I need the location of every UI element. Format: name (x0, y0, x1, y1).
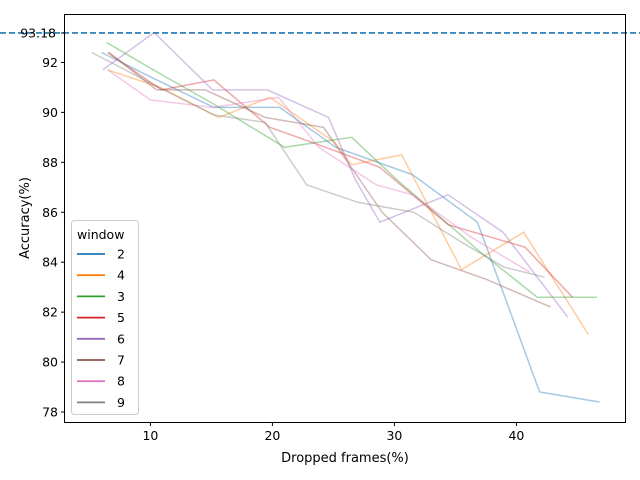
series-line-6 (102, 31, 569, 318)
y-tick-label: 88 (42, 155, 58, 170)
x-tick-label: 20 (264, 428, 280, 443)
series-line-4 (107, 69, 590, 336)
y-axis-label: Accuracy(%) (18, 177, 33, 259)
series-line-8 (107, 69, 531, 273)
y-ticks: 78 80 82 84 86 88 90 92 (42, 32, 65, 420)
x-tick-label: 30 (386, 428, 402, 443)
series-line-3 (106, 41, 597, 298)
legend-label-6: 6 (117, 331, 125, 346)
y-tick-label: 78 (42, 405, 58, 420)
legend-title: window (77, 227, 124, 242)
x-tick-label: 10 (142, 428, 158, 443)
series-line-9 (91, 51, 545, 278)
legend-label-2: 2 (117, 247, 125, 262)
series-line-5 (107, 51, 574, 298)
x-tick-label: 40 (508, 428, 524, 443)
y-tick-label: 80 (42, 355, 58, 370)
plot-frame (64, 14, 626, 423)
legend-label-4: 4 (117, 268, 125, 283)
legend: window 2 4 3 5 6 7 8 9 (71, 220, 139, 415)
y-tick-label: 86 (42, 205, 58, 220)
legend-label-8: 8 (117, 374, 125, 389)
legend-label-9: 9 (117, 395, 125, 410)
reference-line-layer: 93.18 (0, 25, 640, 40)
y-tick-label: 84 (42, 255, 58, 270)
series-line-7 (108, 51, 551, 308)
x-ticks: 10 20 30 40 (142, 422, 524, 443)
y-tick-label: 92 (42, 55, 58, 70)
reference-line-label: 93.18 (20, 25, 56, 40)
legend-label-7: 7 (117, 353, 125, 368)
y-tick-label: 90 (42, 105, 58, 120)
series-layer (91, 31, 600, 403)
y-tick-label: 82 (42, 305, 58, 320)
series-line-2 (101, 51, 600, 403)
x-axis-label: Dropped frames(%) (281, 451, 409, 466)
legend-label-3: 3 (117, 289, 125, 304)
legend-label-5: 5 (117, 310, 125, 325)
